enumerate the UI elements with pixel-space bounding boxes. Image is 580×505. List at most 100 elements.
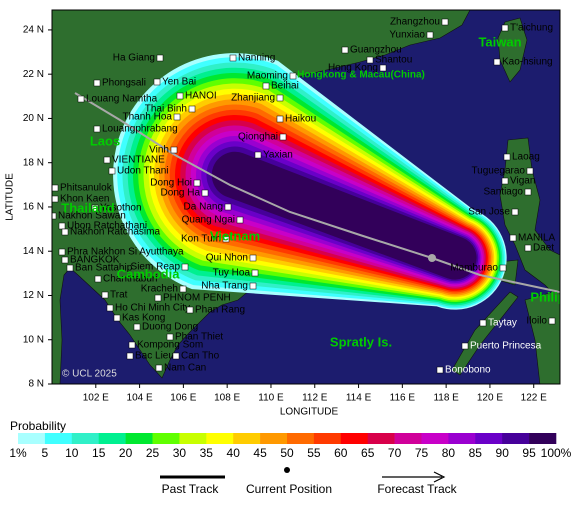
place-marker — [52, 184, 59, 192]
swath-level — [211, 151, 477, 280]
place-marker — [279, 133, 287, 141]
place-label: Laoag — [512, 152, 540, 163]
place-label: Nha Trang — [201, 281, 248, 292]
place-marker — [108, 167, 116, 175]
y-tick-label: 10 N — [23, 334, 44, 345]
x-tick-label: 110 E — [258, 393, 284, 404]
y-axis-label: LATITUDE — [5, 173, 16, 221]
place-label: Da Nang — [184, 202, 223, 213]
place-marker — [61, 256, 69, 264]
place-marker — [188, 105, 196, 113]
legend-level-label: 80 — [442, 446, 456, 460]
place-label: Duong Dong — [142, 322, 198, 333]
region-label: Taiwan — [478, 34, 521, 49]
legend-color — [287, 433, 315, 444]
track — [74, 92, 560, 293]
place-label: Nanning — [238, 53, 275, 64]
x-tick-label: 120 E — [477, 393, 503, 404]
place-label: Maoming — [247, 71, 288, 82]
place-marker — [101, 291, 109, 299]
place-label: Can Tho — [181, 351, 220, 362]
place-marker — [509, 234, 517, 242]
place-marker — [426, 31, 434, 39]
place-label: Dong Hoi — [150, 178, 192, 189]
place-marker — [276, 115, 284, 123]
place-marker — [526, 167, 534, 175]
y-tick-label: 8 N — [28, 379, 44, 390]
legend-color — [529, 433, 557, 444]
place-label: Guangzhou — [350, 45, 402, 56]
legend-color — [421, 433, 449, 444]
place-label: Nakhon Sawan — [58, 211, 126, 222]
x-axis-label: LONGITUDE — [280, 407, 339, 418]
place-label: Phan Thiet — [175, 332, 223, 343]
y-tick-label: 24 N — [23, 25, 44, 36]
region-label: Hongkong & Macau(China) — [297, 70, 425, 81]
place-marker — [524, 188, 532, 196]
place-marker — [341, 46, 349, 54]
place-label: Qui Nhon — [206, 253, 248, 264]
place-label: Tuguegarao — [471, 166, 525, 177]
legend-level-label: 70 — [388, 446, 402, 460]
place-marker — [52, 212, 57, 220]
copyright: © UCL 2025 — [62, 369, 117, 380]
place-label: Udon Thani — [117, 166, 169, 177]
place-marker — [236, 216, 244, 224]
place-label: Trat — [110, 290, 128, 301]
legend-color — [502, 433, 530, 444]
place-marker — [493, 58, 501, 66]
place-label: Phra Nakhon Si Ayutthaya — [67, 247, 184, 258]
place-marker — [166, 333, 174, 341]
region-label: Cambodia — [117, 266, 181, 281]
region-label: Laos — [90, 133, 120, 148]
legend-color — [179, 433, 207, 444]
place-label: Zhangzhou — [390, 17, 440, 28]
place-label: Daet — [533, 243, 554, 254]
place-marker — [113, 314, 121, 322]
place-marker — [106, 304, 114, 312]
place-marker — [201, 189, 209, 197]
place-marker — [548, 317, 556, 325]
place-label: Ha Giang — [113, 53, 155, 64]
legend-level-label: 5 — [42, 446, 49, 460]
place-marker — [366, 56, 374, 64]
places: Zhangzhou Yunxiao T'aichung GuangzhouShanto… — [52, 17, 580, 376]
place-label: Vigan — [510, 176, 535, 187]
place-marker — [499, 264, 507, 272]
legend-color — [340, 433, 368, 444]
x-tick-label: 118 E — [433, 393, 459, 404]
place-marker — [77, 95, 85, 103]
place-marker — [133, 323, 141, 331]
current-position-marker — [428, 254, 436, 262]
legend-color — [44, 433, 73, 444]
place-label: San Jose — [468, 207, 510, 218]
place-label: Taytay — [488, 318, 517, 329]
region-label: Thailand — [61, 200, 115, 215]
legend-color — [313, 433, 342, 444]
place-marker — [66, 264, 74, 272]
region-label: Philippines — [530, 289, 580, 304]
place-marker — [93, 79, 101, 87]
place-label: Siem Reap — [131, 262, 181, 273]
legend-level-label: 15 — [92, 446, 106, 460]
place-marker — [91, 204, 99, 212]
place-marker — [224, 203, 232, 211]
place-label: Kompong Som — [137, 340, 203, 351]
legend-level-label: 45 — [253, 446, 267, 460]
legend-level-label: 75 — [415, 446, 429, 460]
place-marker — [479, 319, 487, 327]
place-marker — [461, 342, 469, 350]
place-marker — [251, 269, 259, 277]
place-marker — [103, 156, 111, 164]
place-label: Beihai — [271, 81, 299, 92]
place-label: Qionghai — [238, 132, 278, 143]
place-label: Yen Bai — [162, 77, 196, 88]
place-marker — [173, 113, 181, 121]
probability-swath — [113, 53, 507, 310]
region-label: Vietnam — [210, 228, 260, 243]
place-label: Nam Can — [164, 363, 206, 374]
legend-color — [260, 433, 288, 444]
place-label: BANGKOK — [70, 255, 120, 266]
place-label: Yasothon — [100, 203, 142, 214]
